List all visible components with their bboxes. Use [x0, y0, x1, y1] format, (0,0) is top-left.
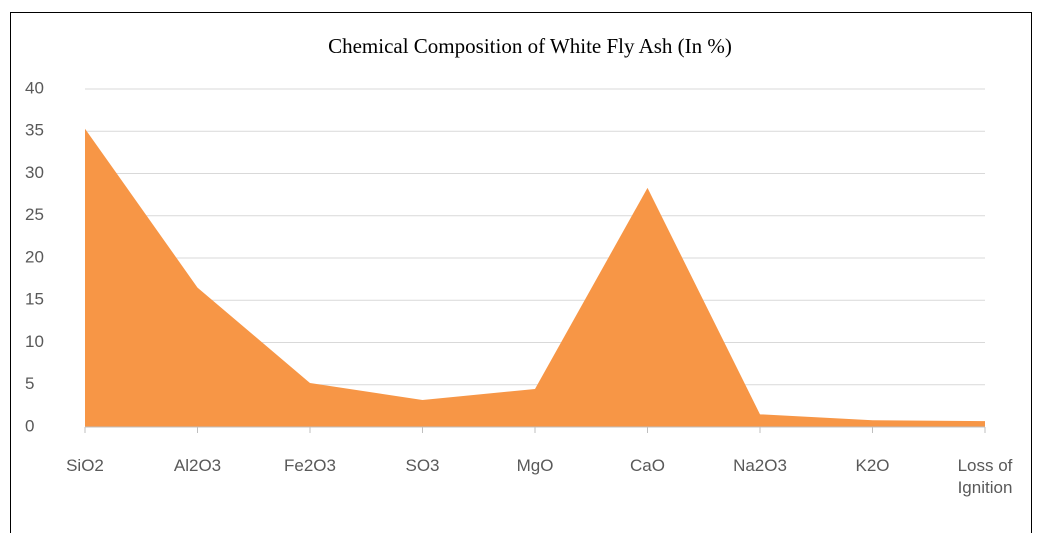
- y-tick-label: 20: [25, 247, 44, 266]
- x-tick-label: Na2O3: [733, 456, 787, 475]
- x-tick-label: SO3: [405, 456, 440, 475]
- x-tick-label: K2O: [855, 456, 890, 475]
- x-tick-label: Al2O3: [173, 456, 222, 475]
- y-tick-label: 35: [25, 121, 44, 140]
- chart-title: Chemical Composition of White Fly Ash (I…: [328, 34, 732, 58]
- x-tick-label: Loss of Ignition: [957, 456, 1013, 497]
- y-tick-label: 0: [25, 416, 34, 435]
- y-tick-label: 15: [25, 290, 44, 309]
- x-tick-label: SiO2: [66, 456, 104, 475]
- y-tick-label: 40: [25, 78, 44, 97]
- x-tick-label: Fe2O3: [284, 456, 336, 475]
- y-tick-label: 25: [25, 205, 44, 224]
- chart-border: [10, 12, 1032, 533]
- x-tick-label: CaO: [630, 456, 665, 475]
- y-tick-label: 5: [25, 374, 34, 393]
- x-tick-label: MgO: [516, 456, 554, 475]
- y-tick-label: 10: [25, 332, 44, 351]
- area: [85, 128, 985, 427]
- y-tick-label: 30: [25, 163, 44, 182]
